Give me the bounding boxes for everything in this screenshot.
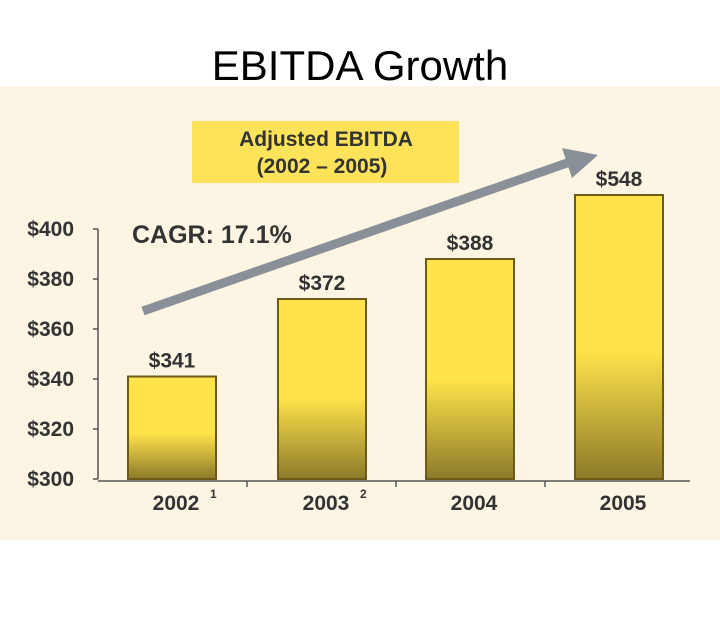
bar-2003 (277, 298, 367, 480)
value-label-2004: $388 (447, 232, 494, 255)
data-labels: $341 $372 $388 $548 (149, 168, 643, 373)
chart-title-box (192, 121, 459, 183)
bar-2005 (574, 194, 664, 480)
cagr-annotation: CAGR: 17.1% (132, 221, 292, 249)
value-label-2003: $372 (299, 272, 346, 295)
value-label-2005: $548 (596, 168, 643, 191)
y-tick-label: $380 (27, 268, 74, 291)
chart-title-line1: Adjusted EBITDA (239, 128, 413, 151)
footnote-marker-2002: 1 (210, 487, 217, 501)
growth-trend-arrowhead (562, 148, 598, 178)
bar-2004 (425, 258, 515, 480)
ebitda-bar-chart: Adjusted EBITDA (2002 – 2005) $300$320$3… (0, 86, 720, 540)
x-tick-label-2002: 2002 (153, 492, 200, 515)
bar-2002 (127, 375, 217, 480)
y-tick-label: $300 (27, 468, 74, 491)
y-axis: $300 $320 $340 $360 $380 $400 (27, 218, 99, 491)
y-tick-label: $320 (27, 418, 74, 441)
growth-trend-arrow (141, 157, 572, 316)
x-axis: 2002 1 2003 2 2004 2005 (98, 480, 690, 515)
x-tick-label-2003: 2003 (303, 492, 350, 515)
y-tick-label: $360 (27, 318, 74, 341)
value-label-2002: $341 (149, 350, 196, 373)
x-tick-label-2004: 2004 (451, 492, 498, 515)
y-tick-label: $400 (27, 218, 74, 241)
x-tick-label-2005: 2005 (600, 492, 647, 515)
bars (127, 194, 664, 480)
footnote-marker-2003: 2 (360, 487, 367, 501)
y-tick-label: $340 (27, 368, 74, 391)
chart-title-line2: (2002 – 2005) (257, 155, 388, 178)
chart-panel: Adjusted EBITDA (2002 – 2005) $300 $320 $3… (0, 86, 720, 540)
slide-title: EBITDA Growth (211, 42, 509, 89)
